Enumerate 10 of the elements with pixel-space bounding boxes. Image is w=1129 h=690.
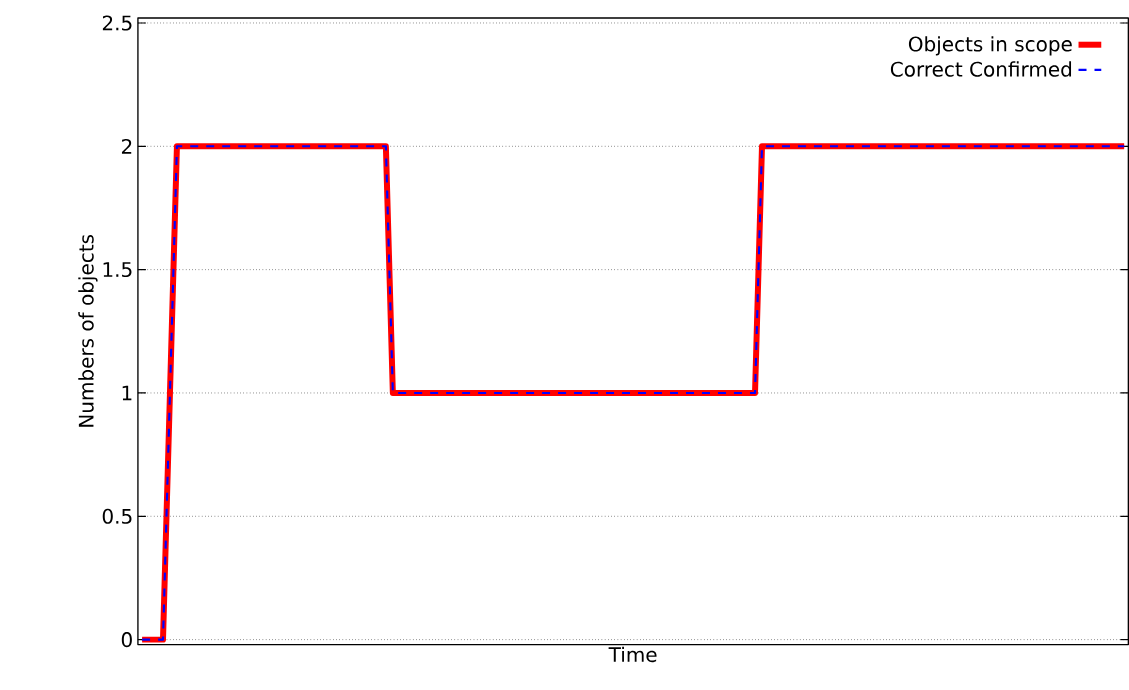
x-axis-title: Time [608,646,657,663]
y-tick-label: 1 [122,385,132,401]
y-tick-label: 0.5 [102,508,132,525]
legend-label: Objects in scope [908,36,1072,56]
legend-label: Correct Confirmed [890,61,1072,77]
y-axis-title: Numbers of objects [78,235,98,427]
y-tick-label: 0 [121,632,132,648]
y-tick-label: 2.5 [102,15,132,31]
y-tick-label: 1.5 [103,262,132,278]
y-tick-label: 2 [121,139,132,154]
